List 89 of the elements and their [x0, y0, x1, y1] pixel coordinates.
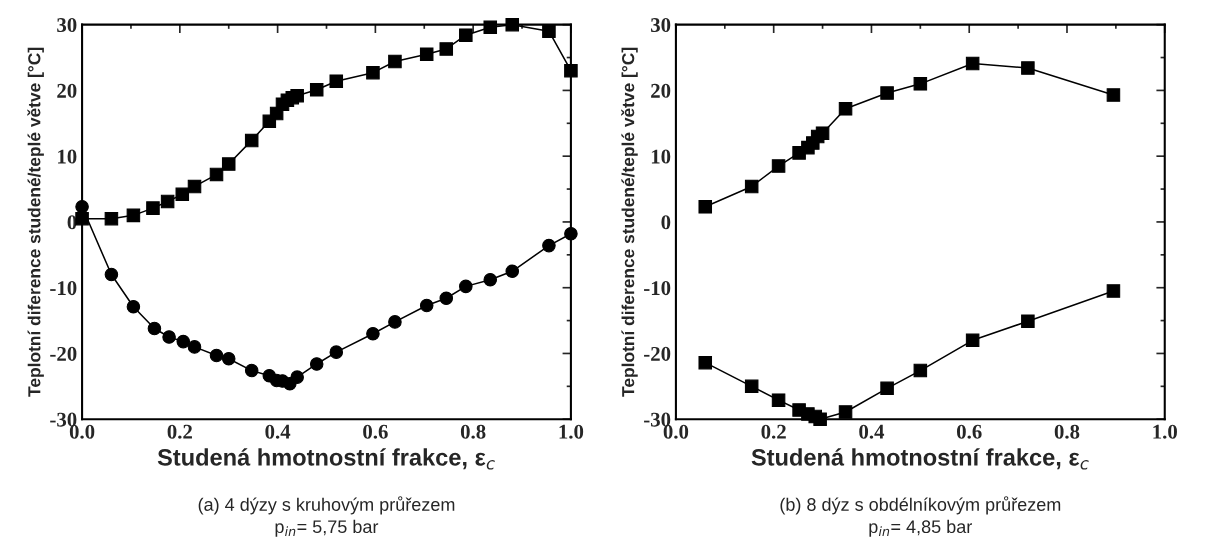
point [290, 370, 304, 384]
point [965, 56, 980, 71]
y-tick-label: 30 [57, 18, 77, 33]
x-tick-label: 0.8 [460, 424, 486, 439]
point [221, 351, 236, 366]
point [329, 74, 344, 88]
x-tick-label: 0.4 [859, 424, 885, 439]
point [439, 42, 454, 56]
point [309, 82, 324, 97]
point [209, 167, 224, 182]
y-axis-title: Teplotní diference studené/teplé větve [°C] [27, 47, 44, 397]
point [744, 179, 759, 194]
x-tick-label: 0.2 [167, 424, 192, 439]
point [965, 333, 980, 348]
x-axis-title: Studená hmotnostní frakce, ε$_{c}$ [751, 448, 1089, 470]
y-tick-label: -10 [50, 281, 77, 296]
x-tick-label: 0.8 [1054, 424, 1080, 439]
point [419, 47, 434, 62]
point [439, 291, 454, 305]
point [329, 345, 344, 359]
x-tick-label: 0.6 [956, 424, 982, 439]
point [459, 279, 473, 294]
point [880, 86, 894, 100]
point [744, 379, 759, 394]
point [419, 298, 434, 313]
y-tick-label: 20 [651, 83, 671, 98]
y-tick-label: -10 [644, 281, 671, 296]
point [126, 300, 141, 314]
point [176, 334, 191, 349]
point [1021, 61, 1035, 75]
point [1021, 314, 1035, 329]
point [366, 65, 380, 80]
point [542, 238, 556, 253]
point [160, 194, 175, 209]
point [366, 326, 380, 341]
x-axis-title: Studená hmotnostní frakce, ε$_{c}$ [157, 448, 495, 470]
x-tick-label: 0.2 [761, 424, 786, 439]
point [815, 126, 830, 140]
point [913, 363, 928, 378]
point [838, 405, 853, 419]
point [187, 340, 202, 354]
point [813, 412, 827, 426]
text: (a) 4 dýzy s kruhovým průřezem [198, 496, 455, 515]
point [771, 393, 786, 407]
point [104, 267, 119, 282]
point [175, 187, 190, 202]
point [244, 363, 259, 378]
point [913, 77, 928, 91]
point [505, 264, 520, 279]
point [290, 88, 304, 103]
point [104, 211, 119, 226]
point [146, 201, 160, 215]
y-tick-label: 20 [57, 83, 77, 98]
point [209, 348, 224, 363]
point [388, 315, 402, 329]
x-tick-label: 1.0 [1153, 424, 1177, 439]
point [162, 330, 176, 344]
point [244, 133, 259, 148]
point [698, 355, 713, 370]
point [483, 273, 498, 287]
text: (b) 8 dýz s obdélníkovým průřezem [780, 496, 1061, 515]
y-tick-label: 0 [661, 215, 671, 230]
x-tick-label: 1.0 [559, 424, 584, 439]
y-tick-label: 10 [58, 149, 77, 164]
point [388, 54, 402, 69]
y-tick-label: 0 [67, 215, 77, 230]
point [1106, 88, 1121, 102]
point [459, 28, 473, 42]
point [221, 157, 236, 171]
point [1106, 284, 1121, 298]
point [187, 179, 202, 194]
x-tick-label: 0.4 [265, 424, 291, 439]
text: p$_{in}$= 5,75 bar [275, 519, 379, 537]
y-tick-label: -30 [50, 412, 77, 427]
point [542, 24, 556, 39]
y-tick-label: -20 [644, 346, 671, 361]
point [147, 321, 162, 336]
point [880, 381, 894, 396]
point [771, 159, 786, 173]
point [309, 357, 324, 371]
point [698, 200, 713, 214]
y-tick-label: -20 [50, 346, 77, 361]
point [838, 102, 853, 116]
y-tick-label: 10 [651, 149, 671, 164]
y-tick-label: 30 [651, 18, 671, 33]
text: p$_{in}$= 4,85 bar [869, 519, 972, 537]
x-tick-label: 0.6 [363, 424, 388, 439]
y-axis-title: Teplotní diference studené/teplé větve [°C] [621, 47, 638, 397]
point [126, 208, 141, 223]
